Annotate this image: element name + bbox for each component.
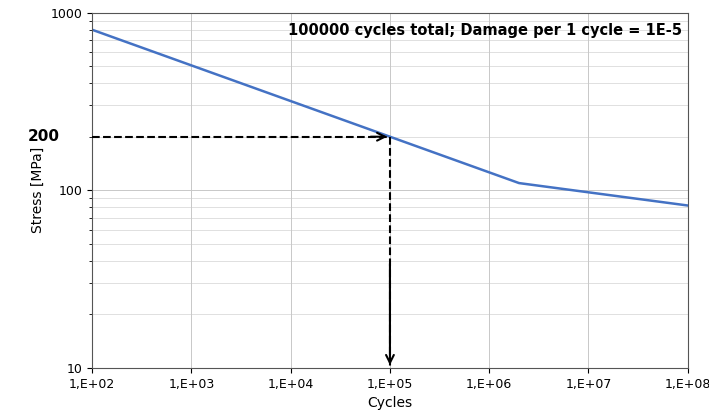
Text: 200: 200: [28, 129, 60, 144]
Text: 100000 cycles total; Damage per 1 cycle = 1E-5: 100000 cycles total; Damage per 1 cycle …: [288, 23, 682, 38]
X-axis label: Cycles: Cycles: [367, 396, 413, 410]
Y-axis label: Stress [MPa]: Stress [MPa]: [31, 147, 45, 233]
